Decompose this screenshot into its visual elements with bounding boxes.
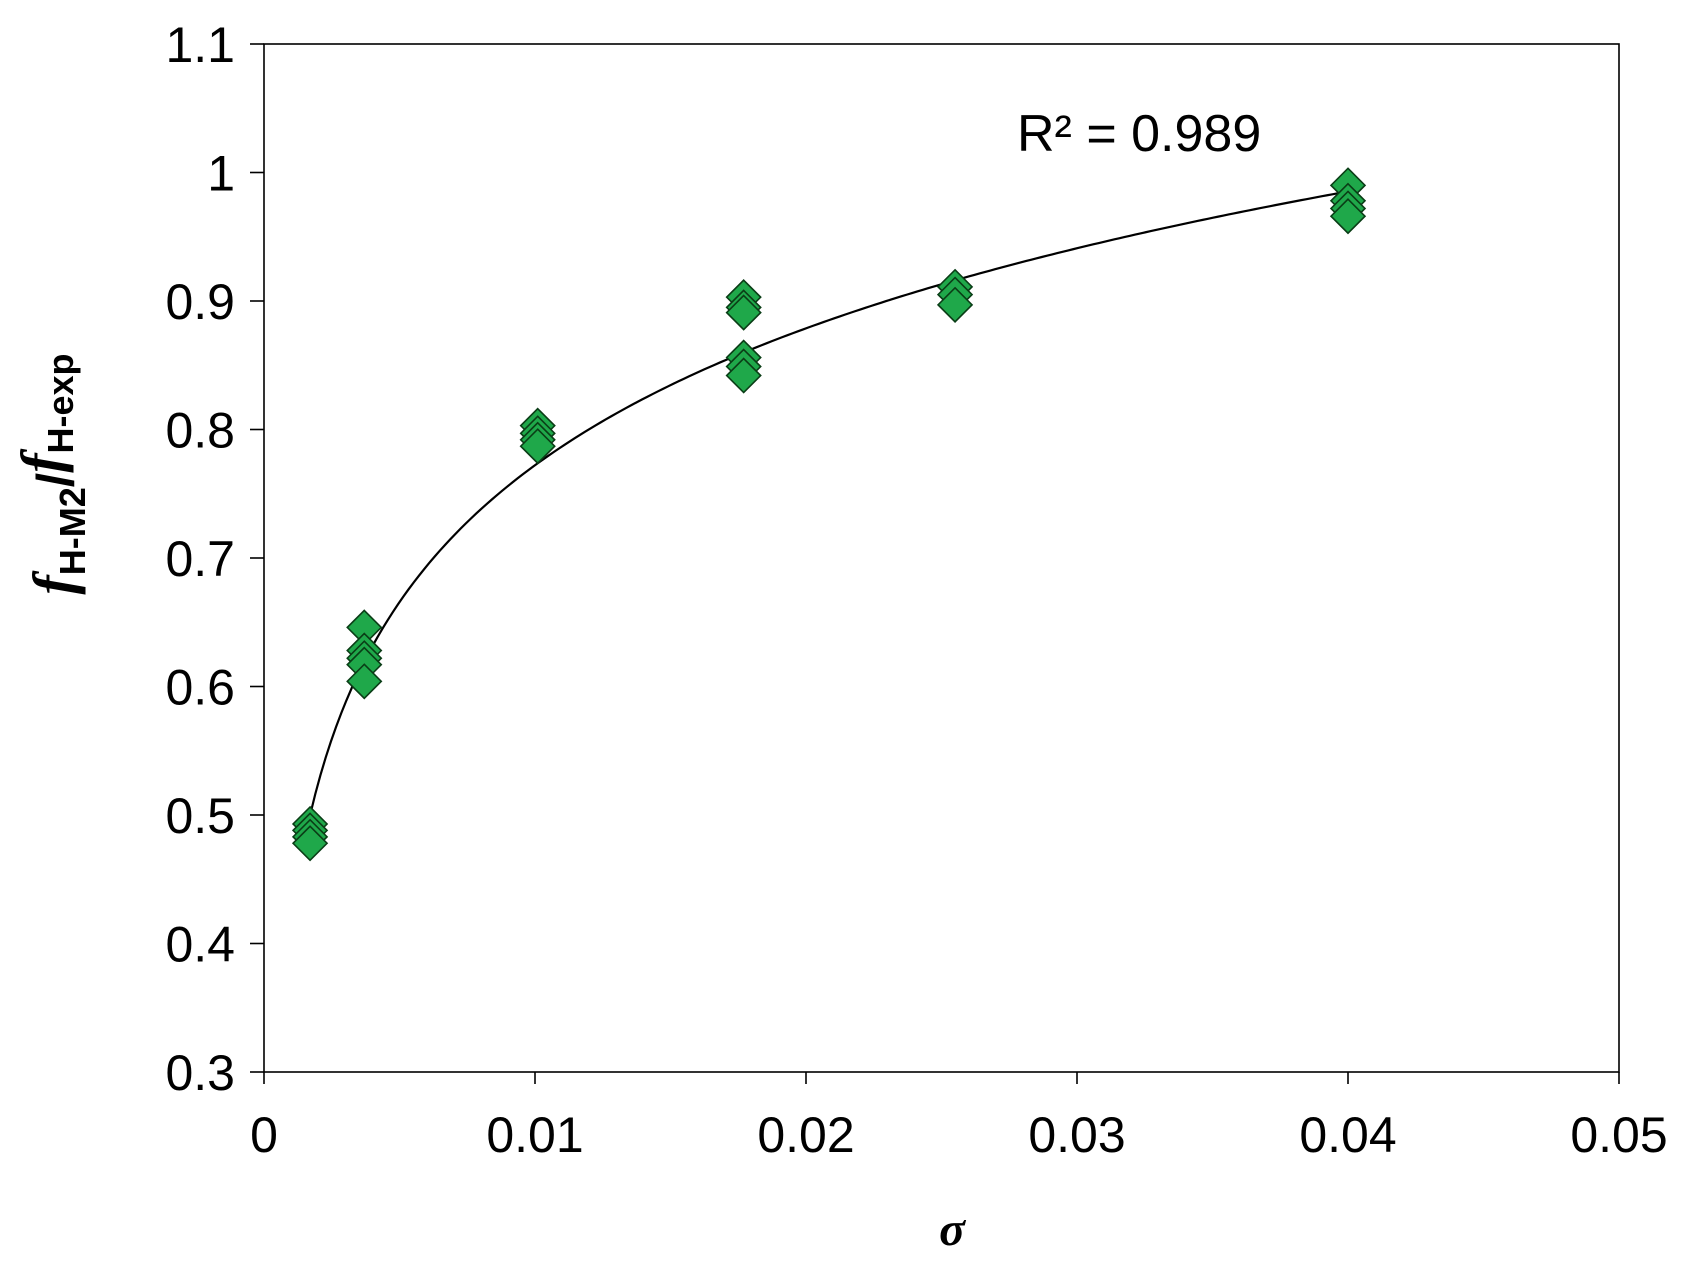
data-point-diamond	[936, 286, 974, 323]
y-tick-label: 0.9	[165, 274, 235, 330]
y-axis-title-part: H-M2	[52, 487, 93, 575]
data-points	[291, 167, 1367, 862]
y-axis-ticks: 0.3 0.4 0.5 0.6 0.7 0.8 0.9 1 1.1	[165, 17, 264, 1101]
data-point-diamond	[1329, 198, 1367, 235]
plot-area	[263, 43, 1620, 1073]
x-tick-label: 0	[250, 1107, 278, 1163]
y-axis-title: fH-M2/fH-exp	[9, 353, 93, 594]
data-point-diamond	[725, 294, 762, 331]
plot-border	[263, 43, 1620, 1073]
r-squared-annotation: R² = 0.989	[1017, 105, 1261, 163]
trendline-curve	[309, 190, 1349, 816]
trendline-layer	[309, 190, 1349, 816]
y-tick-label: 0.5	[165, 788, 235, 844]
y-tick-label: 0.6	[165, 660, 235, 716]
x-tick-label: 0.05	[1570, 1107, 1667, 1163]
x-tick-label: 0.03	[1028, 1107, 1125, 1163]
y-axis-title-part: H-exp	[40, 353, 81, 453]
data-point-diamond	[519, 428, 556, 465]
y-tick-label: 1	[207, 146, 235, 202]
data-point-diamond	[291, 825, 329, 862]
x-axis-title: σ	[939, 1203, 966, 1256]
x-tick-label: 0.02	[757, 1107, 854, 1163]
y-axis-title-part: /	[27, 473, 85, 487]
x-tick-label: 0.04	[1299, 1107, 1396, 1163]
y-tick-label: 0.7	[165, 531, 235, 587]
y-tick-label: 0.3	[165, 1045, 235, 1101]
x-tick-label: 0.01	[486, 1107, 583, 1163]
y-tick-label: 0.8	[165, 403, 235, 459]
x-axis-ticks: 0 0.01 0.02 0.03 0.04 0.05	[250, 1072, 1668, 1163]
data-point-diamond	[346, 663, 383, 700]
y-tick-label: 1.1	[165, 17, 235, 73]
y-tick-label: 0.4	[165, 917, 235, 973]
data-point-diamond	[725, 357, 762, 394]
